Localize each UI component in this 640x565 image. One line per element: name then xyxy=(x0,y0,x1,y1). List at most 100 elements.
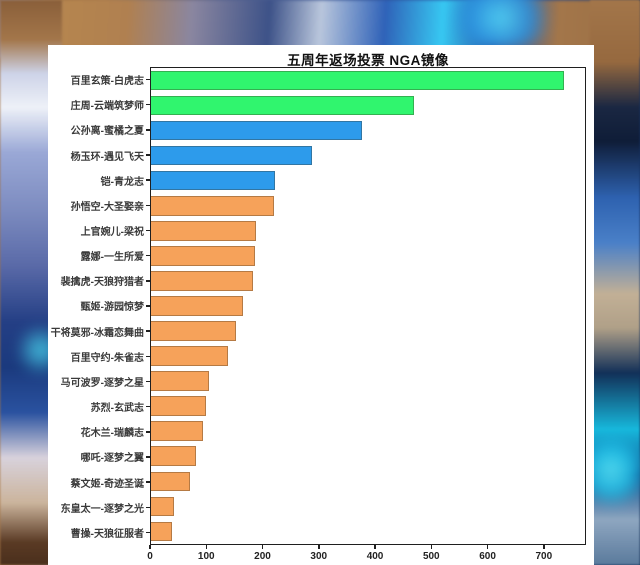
bar-row xyxy=(151,268,585,293)
x-tick-label: 600 xyxy=(479,551,496,562)
y-axis-label: 百里玄策-白虎志 xyxy=(70,76,144,88)
y-axis-label: 杨玉环-遇见飞天 xyxy=(70,151,144,163)
chart-title: 五周年返场投票 NGA镜像 xyxy=(287,53,449,68)
y-axis-label: 甄姬-游园惊梦 xyxy=(80,302,144,314)
y-axis-label: 百里守约-朱雀志 xyxy=(70,352,144,364)
bar xyxy=(151,446,196,466)
y-tick-mark xyxy=(146,280,150,282)
bars-container xyxy=(151,68,585,544)
bar-row xyxy=(151,193,585,218)
bar-row xyxy=(151,168,585,193)
y-axis-label: 干将莫邪-冰霜恋舞曲 xyxy=(50,327,144,339)
bar-row xyxy=(151,419,585,444)
y-axis-label: 哪吒-逐梦之翼 xyxy=(80,453,144,465)
x-tick-label: 400 xyxy=(366,551,384,562)
bar-row xyxy=(151,444,585,469)
bar-row xyxy=(151,93,585,118)
bar xyxy=(151,496,174,517)
bar xyxy=(151,321,237,341)
y-tick-mark xyxy=(146,380,150,383)
bar xyxy=(151,221,256,241)
y-tick-mark xyxy=(146,431,150,433)
y-axis-label: 曹操-天狼征服者 xyxy=(70,528,144,540)
bar-row xyxy=(151,394,585,419)
x-tick-mark xyxy=(543,545,545,549)
bar xyxy=(151,170,275,191)
y-axis-label: 花木兰-瑞麟志 xyxy=(80,428,144,440)
bar xyxy=(151,145,312,166)
bar-row xyxy=(151,68,585,93)
chart-panel: 五周年返场投票 NGA镜像 百里玄策-白虎志 庄周-云端筑梦师 公孙离-蜜橘之夏 杨玉… xyxy=(48,45,594,565)
y-axis-label: 马可波罗-逐梦之星 xyxy=(60,377,144,389)
bar-row xyxy=(151,243,585,268)
bar xyxy=(151,246,255,266)
cyan-glow-decoration xyxy=(440,0,560,48)
bar-row xyxy=(151,494,585,519)
bar xyxy=(151,271,253,291)
bar xyxy=(151,396,206,416)
x-tick-label: 500 xyxy=(422,551,440,562)
bar-row xyxy=(151,118,585,143)
bar xyxy=(151,421,203,441)
x-tick-label: 100 xyxy=(197,551,215,562)
bar xyxy=(151,346,228,366)
bar-row xyxy=(151,143,585,168)
bar xyxy=(151,95,415,116)
x-tick-mark xyxy=(261,545,264,549)
bar-row xyxy=(151,519,585,544)
bar xyxy=(151,296,243,316)
y-axis-label: 东皇太一-逐梦之光 xyxy=(60,503,144,515)
bar-row xyxy=(151,369,585,394)
x-tick-label: 200 xyxy=(254,551,271,562)
x-tick-mark xyxy=(205,545,207,549)
y-axis-label: 上官婉儿-梁祝 xyxy=(80,227,144,239)
y-axis-labels: 百里玄策-白虎志 庄周-云端筑梦师 公孙离-蜜橘之夏 杨玉环-遇见飞天铠-青龙志孙悟空… xyxy=(48,67,144,545)
x-tick-mark xyxy=(430,545,433,549)
y-tick-mark xyxy=(146,531,150,534)
x-tick-mark xyxy=(374,545,376,549)
y-axis-label: 庄周-云端筑梦师 xyxy=(70,101,144,113)
y-tick-mark xyxy=(146,330,150,332)
y-tick-mark xyxy=(146,305,150,307)
bar-row xyxy=(151,218,585,243)
x-tick-mark xyxy=(149,545,151,549)
y-axis-label: 铠-青龙志 xyxy=(100,176,144,188)
bar xyxy=(151,70,564,91)
y-axis-label: 裴擒虎-天狼狩猎者 xyxy=(60,277,144,289)
bar-row xyxy=(151,344,585,369)
y-tick-mark xyxy=(146,103,150,106)
y-tick-mark xyxy=(146,154,150,156)
bar-row xyxy=(151,469,585,494)
x-tick-mark xyxy=(318,545,320,549)
bar xyxy=(151,521,172,542)
y-tick-mark xyxy=(146,481,150,483)
bar xyxy=(151,120,363,141)
y-tick-mark xyxy=(146,456,150,458)
y-axis-label: 孙悟空-大圣娶亲 xyxy=(70,201,144,213)
y-axis-label: 苏烈-玄武志 xyxy=(90,403,144,415)
bar xyxy=(151,195,275,216)
y-axis-label: 露娜-一生所爱 xyxy=(80,252,144,264)
y-axis-label: 蔡文姬-奇迹圣诞 xyxy=(70,478,144,490)
y-axis-label: 公孙离-蜜橘之夏 xyxy=(70,126,144,138)
y-tick-mark xyxy=(146,204,150,207)
y-tick-mark xyxy=(146,506,150,508)
bar xyxy=(151,371,209,391)
bar xyxy=(151,471,191,492)
y-tick-mark xyxy=(146,129,150,131)
x-tick-label: 700 xyxy=(535,551,553,562)
background-art-right-crystals xyxy=(590,0,640,565)
y-tick-mark xyxy=(146,355,150,358)
bar-row xyxy=(151,293,585,318)
bar-row xyxy=(151,318,585,343)
y-tick-mark xyxy=(146,179,150,181)
x-tick-label: 300 xyxy=(310,551,328,562)
y-tick-mark xyxy=(146,254,150,257)
plot-area xyxy=(150,67,586,545)
x-tick-mark xyxy=(486,545,489,549)
y-tick-mark xyxy=(146,78,150,81)
y-tick-mark xyxy=(146,229,150,232)
x-tick-label: 0 xyxy=(147,551,153,562)
y-tick-mark xyxy=(146,405,150,408)
